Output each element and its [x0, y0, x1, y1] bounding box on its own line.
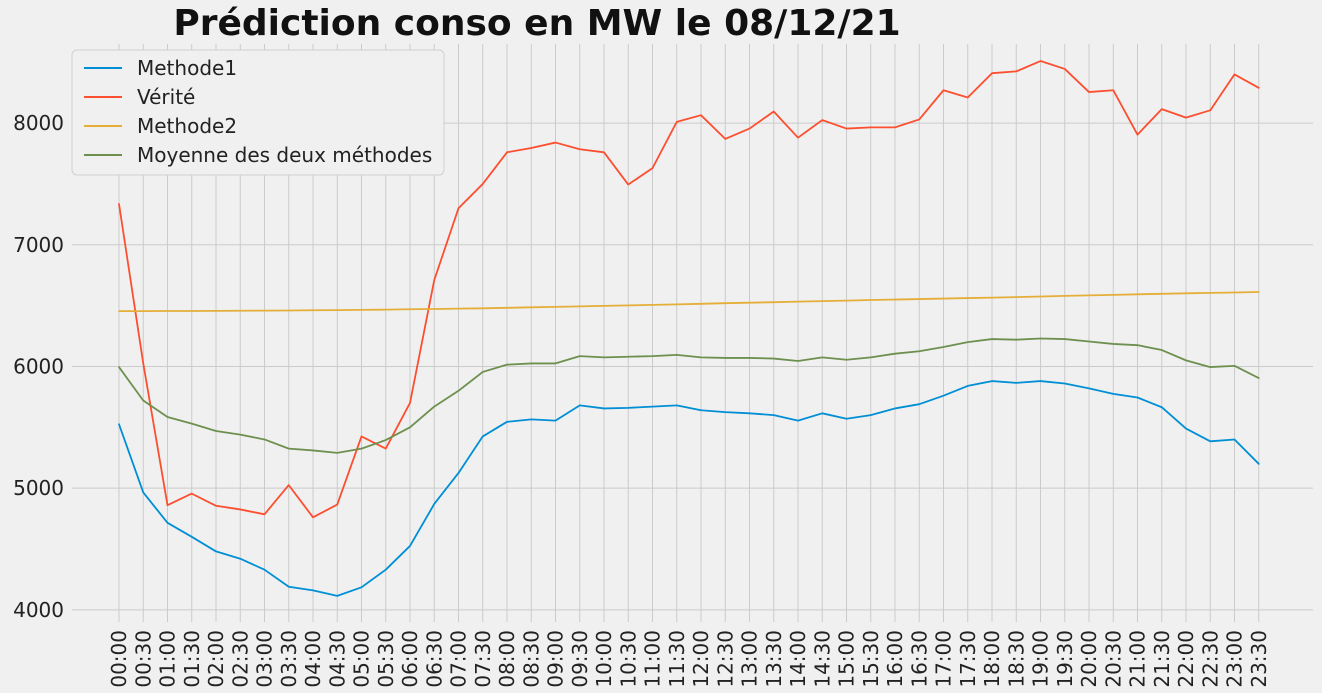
series-line-2 [118, 60, 1260, 519]
y-tick-label: 8000 [13, 111, 64, 135]
x-tick-label: 15:00 [835, 630, 859, 688]
x-tick-label: 16:30 [907, 630, 931, 688]
series-line-1 [118, 380, 1260, 597]
x-tick-label: 19:00 [1029, 630, 1053, 688]
x-tick-label: 11:00 [641, 630, 665, 688]
x-tick-label: 18:00 [980, 630, 1004, 688]
x-tick-label: 14:30 [810, 630, 834, 688]
x-tick-label: 18:30 [1004, 630, 1028, 688]
x-tick-label: 16:00 [883, 630, 907, 688]
x-tick-label: 01:00 [156, 630, 180, 688]
x-tick-label: 23:30 [1247, 630, 1271, 688]
chart-title: Prédiction conso en MW le 08/12/21 [173, 3, 900, 44]
x-tick-label: 17:00 [932, 630, 956, 688]
legend-label: Moyenne des deux méthodes [137, 143, 432, 167]
x-tick-label: 09:30 [568, 630, 592, 688]
x-tick-label: 04:00 [301, 630, 325, 688]
x-tick-label: 21:30 [1150, 630, 1174, 688]
x-tick-label: 12:00 [689, 630, 713, 688]
x-tick-label: 00:30 [131, 630, 155, 688]
x-tick-label: 06:00 [398, 630, 422, 688]
legend-label: Methode1 [137, 56, 237, 80]
x-tick-label: 02:00 [204, 630, 228, 688]
x-tick-label: 05:00 [350, 630, 374, 688]
legend-label: Methode2 [137, 114, 237, 138]
x-tick-label: 11:30 [665, 630, 689, 688]
x-tick-label: 19:30 [1053, 630, 1077, 688]
x-tick-label: 03:00 [253, 630, 277, 688]
x-tick-label: 09:00 [544, 630, 568, 688]
x-tick-label: 00:00 [107, 630, 131, 688]
x-tick-label: 10:30 [616, 630, 640, 688]
x-axis-ticks: 00:00 00:30 01:00 01:30 02:00 02:30 03:00 03:30… [107, 630, 1271, 688]
y-tick-label: 6000 [13, 354, 64, 378]
series-line-4 [118, 337, 1260, 454]
x-tick-label: 10:00 [592, 630, 616, 688]
x-tick-label: 07:00 [447, 630, 471, 688]
x-tick-label: 13:30 [762, 630, 786, 688]
y-axis-ticks: 4000 5000 6000 7000 8000 [13, 111, 64, 622]
x-tick-label: 12:30 [713, 630, 737, 688]
x-tick-label: 22:30 [1198, 630, 1222, 688]
x-tick-label: 07:30 [471, 630, 495, 688]
x-tick-label: 06:30 [422, 630, 446, 688]
x-tick-label: 02:30 [228, 630, 252, 688]
x-tick-label: 03:30 [277, 630, 301, 688]
legend-box [71, 49, 445, 176]
x-tick-label: 15:30 [859, 630, 883, 688]
legend-label: Vérité [137, 85, 195, 109]
y-tick-label: 4000 [13, 598, 64, 622]
y-tick-label: 7000 [13, 233, 64, 257]
x-tick-label: 01:30 [180, 630, 204, 688]
x-tick-label: 20:30 [1101, 630, 1125, 688]
series-line-3 [118, 291, 1260, 313]
x-tick-label: 05:30 [374, 630, 398, 688]
x-tick-label: 13:00 [738, 630, 762, 688]
x-tick-label: 08:00 [495, 630, 519, 688]
y-tick-label: 5000 [13, 476, 64, 500]
x-tick-label: 08:30 [519, 630, 543, 688]
x-tick-label: 21:00 [1126, 630, 1150, 688]
x-tick-label: 17:30 [956, 630, 980, 688]
x-tick-label: 04:30 [325, 630, 349, 688]
x-tick-label: 14:00 [786, 630, 810, 688]
x-tick-label: 22:00 [1174, 630, 1198, 688]
x-tick-label: 23:00 [1223, 630, 1247, 688]
x-tick-label: 20:00 [1077, 630, 1101, 688]
legend: Methode1 Vérité Methode2 Moyenne des deux m… [71, 49, 445, 176]
series-lines [118, 60, 1260, 597]
